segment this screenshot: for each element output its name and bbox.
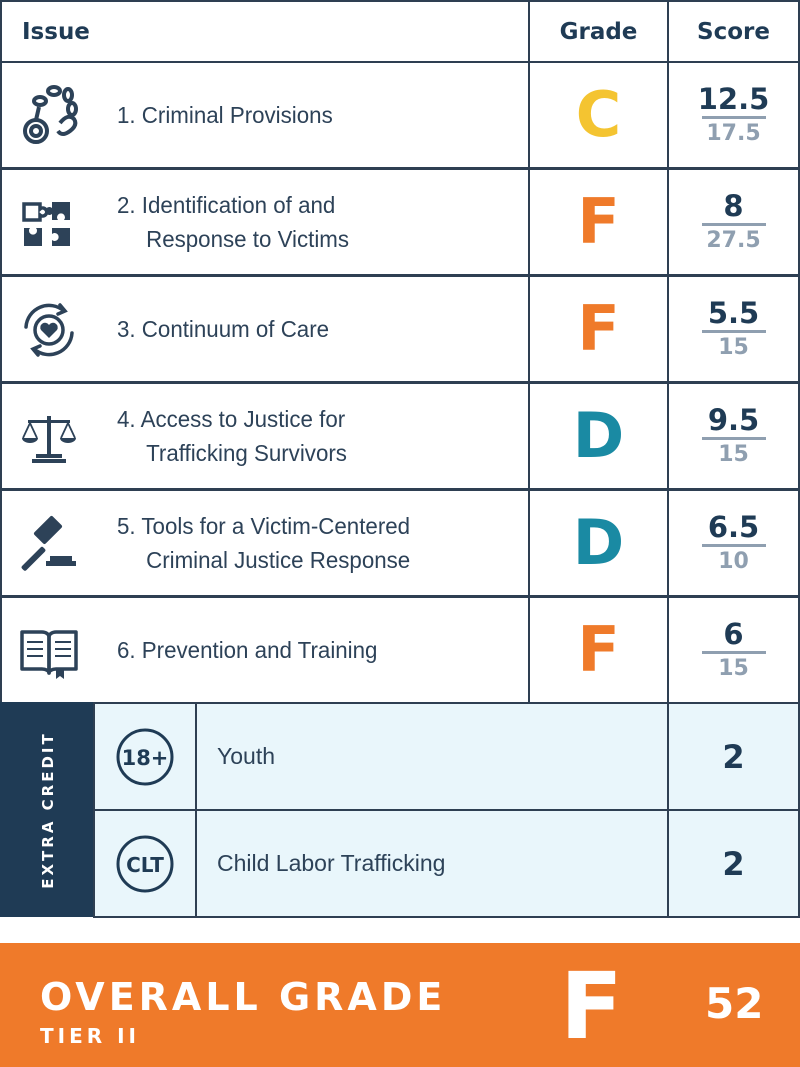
issue-label: 2. Identification of and Response to Vic… (117, 170, 505, 274)
issue-row-victim-centered-tools: 5. Tools for a Victim-Centered Criminal … (0, 489, 800, 597)
grade-letter: D (572, 506, 625, 579)
handcuffs-icon (23, 85, 78, 144)
issue-label-line1: 5. Tools for a Victim-Centered (117, 513, 411, 539)
score-value: 5.5 (707, 296, 760, 330)
issue-label-line1: 1. Criminal Provisions (117, 102, 333, 128)
score-cell: 6.5 10 (667, 489, 800, 597)
score-cell: 12.5 17.5 (667, 61, 800, 169)
issue-cell: 5. Tools for a Victim-Centered Criminal … (0, 489, 530, 597)
header-grade: Grade (528, 0, 669, 63)
overall-grade-letter: F (560, 953, 623, 1060)
issue-row-access-to-justice: 4. Access to Justice for Trafficking Sur… (0, 382, 800, 490)
issue-cell: 1. Criminal Provisions (0, 61, 530, 169)
fraction-bar (701, 223, 766, 226)
header-score: Score (667, 0, 800, 63)
score-value: 8 (723, 189, 744, 223)
gavel-icon (21, 515, 76, 571)
issue-label-line1: 6. Prevention and Training (117, 637, 378, 663)
issue-label: 4. Access to Justice for Trafficking Sur… (117, 384, 505, 488)
fraction-bar (701, 330, 766, 333)
issue-label-line2: Criminal Justice Response (146, 547, 411, 573)
score-value: 9.5 (707, 403, 760, 437)
score-cell: 9.5 15 (667, 382, 800, 490)
clt-badge-icon: CLT (116, 835, 174, 892)
overall-tier: TIER II (40, 1024, 140, 1048)
grade-letter: D (572, 399, 625, 472)
issue-cell: 4. Access to Justice for Trafficking Sur… (0, 382, 530, 490)
issue-row-criminal-provisions: 1. Criminal Provisions C 12.5 17.5 (0, 61, 800, 169)
grade-letter: F (577, 613, 620, 686)
youth-label: Youth (195, 702, 669, 811)
overall-score: 52 (705, 979, 764, 1028)
score-value: 6 (723, 617, 744, 651)
fraction-bar (701, 116, 766, 119)
grade-letter: C (575, 78, 622, 151)
extra-credit-band: EXTRA CREDIT (0, 702, 95, 917)
score-max: 10 (718, 549, 749, 574)
child-labor-label: Child Labor Trafficking (195, 809, 669, 918)
grade-letter: F (577, 292, 620, 365)
grade-letter: F (577, 185, 620, 258)
score-value: 6.5 (707, 510, 760, 544)
score-max: 15 (718, 656, 749, 681)
youth-badge-icon: 18+ (116, 728, 174, 785)
issue-cell: 6. Prevention and Training (0, 596, 530, 704)
child-labor-score: 2 (667, 809, 800, 918)
puzzle-icon (22, 202, 70, 246)
fraction-bar (701, 651, 766, 654)
grade-cell: F (528, 275, 669, 383)
header-issue: Issue (0, 0, 530, 63)
scales-icon (22, 416, 76, 463)
issue-label: 5. Tools for a Victim-Centered Criminal … (117, 491, 505, 595)
grade-cell: F (528, 168, 669, 276)
issue-row-continuum-of-care: 3. Continuum of Care F 5.5 15 (0, 275, 800, 383)
overall-title: OVERALL GRADE (40, 975, 447, 1019)
issue-row-identification: 2. Identification of and Response to Vic… (0, 168, 800, 276)
score-value: 12.5 (697, 82, 770, 116)
grade-cell: C (528, 61, 669, 169)
youth-score: 2 (667, 702, 800, 811)
fraction-bar (701, 437, 766, 440)
grade-cell: F (528, 596, 669, 704)
score-max: 15 (718, 442, 749, 467)
clt-badge-cell: CLT (93, 809, 197, 918)
issue-label-line2: Response to Victims (146, 226, 350, 252)
heart-cycle-icon (24, 303, 74, 357)
youth-badge-cell: 18+ (93, 702, 197, 811)
issue-label-line1: 4. Access to Justice for (117, 406, 346, 432)
extra-credit-title: EXTRA CREDIT (38, 730, 57, 889)
score-max: 15 (718, 335, 749, 360)
overall-grade-banner: OVERALL GRADE TIER II F 52 (0, 943, 800, 1067)
issue-label: 1. Criminal Provisions (117, 63, 505, 167)
score-max: 27.5 (706, 228, 761, 253)
book-icon (20, 630, 78, 679)
score-cell: 8 27.5 (667, 168, 800, 276)
score-cell: 5.5 15 (667, 275, 800, 383)
issue-cell: 2. Identification of and Response to Vic… (0, 168, 530, 276)
youth-badge-text: 18+ (122, 746, 169, 770)
issue-label: 3. Continuum of Care (117, 277, 505, 381)
issue-label-line1: 2. Identification of and (117, 192, 336, 218)
issue-cell: 3. Continuum of Care (0, 275, 530, 383)
grade-cell: D (528, 382, 669, 490)
issue-label-line1: 3. Continuum of Care (117, 316, 330, 342)
issue-label-line2: Trafficking Survivors (146, 440, 347, 466)
score-cell: 6 15 (667, 596, 800, 704)
issue-label: 6. Prevention and Training (117, 598, 505, 702)
issue-row-prevention-training: 6. Prevention and Training F 6 15 (0, 596, 800, 704)
score-max: 17.5 (706, 121, 761, 146)
fraction-bar (701, 544, 766, 547)
clt-badge-text: CLT (126, 853, 164, 877)
grade-cell: D (528, 489, 669, 597)
